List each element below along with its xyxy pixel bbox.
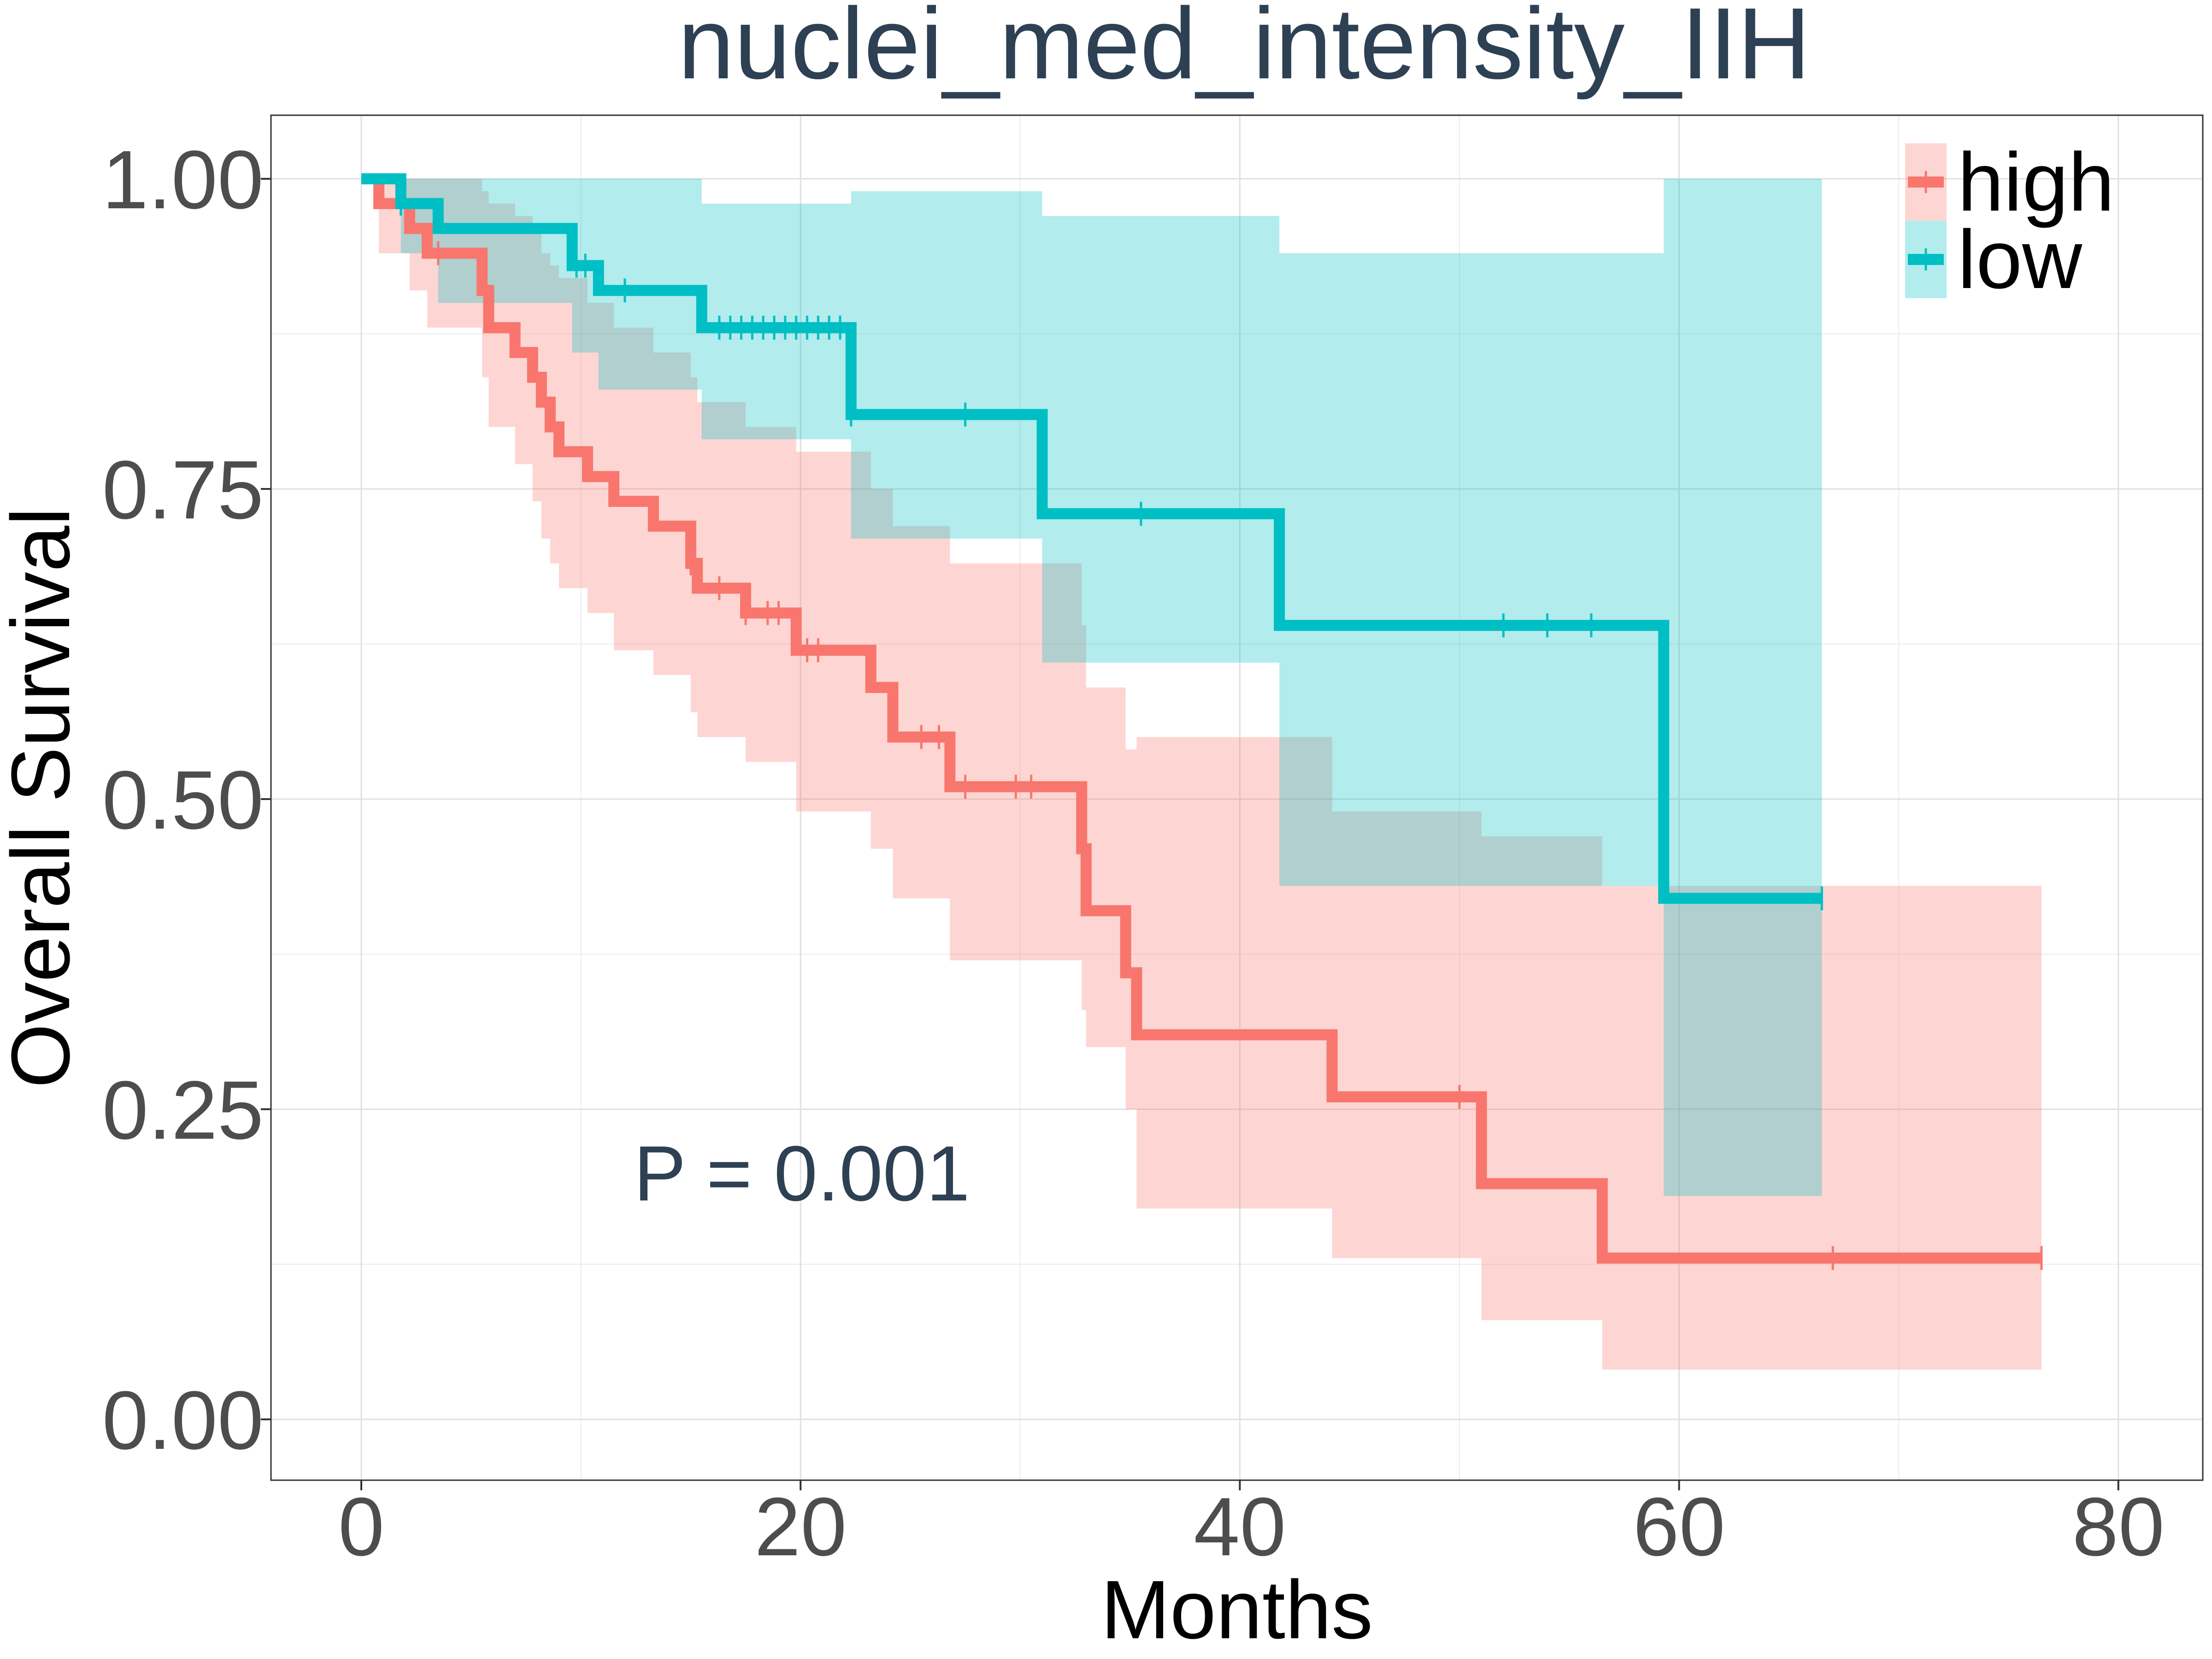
legend-label-low: low [1958,213,2083,306]
ci-band-high [361,179,2041,1370]
y-tick-label: 0.25 [102,1064,264,1157]
x-tick-label: 0 [338,1481,384,1573]
p-value-annotation: P = 0.001 [634,1130,970,1218]
axes: 0 20 40 60 80 0.00 0.25 0.50 0.75 1.00 [102,134,2165,1573]
plot-panel-border [270,114,2204,1481]
survival-line-high [361,173,2041,1264]
survival-line-low [361,173,1822,904]
y-axis-title: Overall Survival [0,507,87,1088]
x-tick-label: 60 [1633,1481,1725,1573]
y-tick-label: 0.75 [102,444,264,536]
ci-band-low [361,179,1822,1196]
grid-lines [271,115,2203,1480]
y-tick-label: 0.00 [102,1374,264,1467]
survival-curves [361,173,2041,1264]
chart-title: nuclei_med_intensity_IIH [678,0,1811,100]
x-tick-label: 40 [1194,1481,1286,1573]
y-tick-label: 1.00 [102,134,264,226]
x-axis-title: Months [1101,1564,1373,1656]
x-tick-label: 20 [754,1481,847,1573]
x-tick-label: 80 [2072,1481,2165,1573]
censor-marks [400,191,2043,1271]
legend-label-high: high [1958,136,2114,229]
confidence-bands [361,179,2041,1370]
y-tick-label: 0.50 [102,754,264,847]
